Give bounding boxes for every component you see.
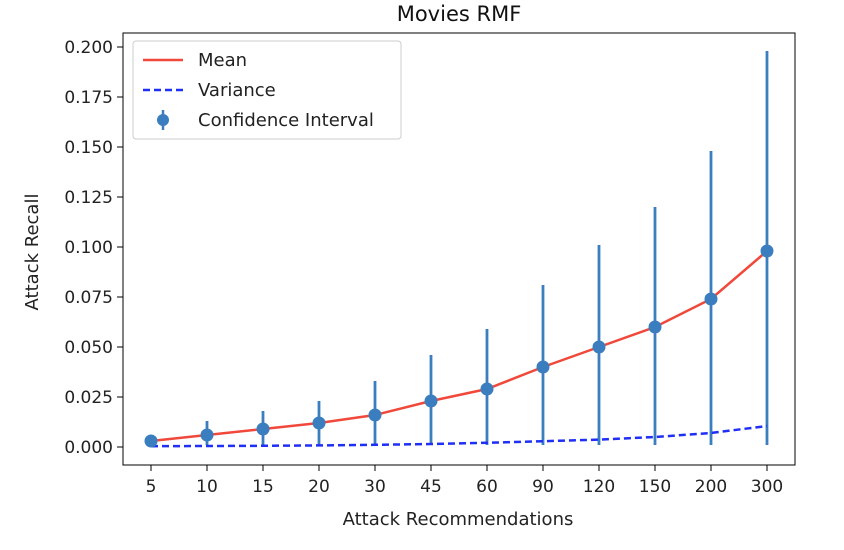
- plot-frame: [122, 32, 796, 466]
- y-axis: 0.000 0.025 0.050 0.075 0.100 0.125 0.150 0.175…: [64, 38, 123, 458]
- ci-marker: [480, 382, 494, 396]
- ci-marker: [704, 292, 718, 306]
- x-tick-label: 300: [751, 477, 783, 497]
- y-tick-label: 0.125: [64, 188, 113, 208]
- ci-marker: [592, 340, 606, 354]
- x-axis: 5 10 15 20 30 45 60 90 120 150 200 300: [146, 465, 783, 497]
- x-tick-label: 60: [476, 477, 498, 497]
- ci-marker: [312, 416, 326, 430]
- ci-marker: [200, 428, 214, 442]
- legend-ci-label: Confidence Interval: [198, 110, 374, 131]
- y-axis-label: Attack Recall: [22, 194, 43, 311]
- ci-marker: [144, 434, 158, 448]
- y-tick-label: 0.050: [64, 338, 113, 358]
- x-tick-label: 30: [364, 477, 386, 497]
- x-tick-label: 150: [639, 477, 671, 497]
- y-tick-label: 0.150: [64, 138, 113, 158]
- mean-line: [150, 250, 768, 443]
- legend-variance-label: Variance: [198, 80, 276, 101]
- legend: Mean Variance Confidence Interval: [132, 40, 402, 140]
- chart-title: Movies RMF: [397, 2, 522, 26]
- plot-area: [144, 51, 774, 448]
- y-tick-label: 0.025: [64, 388, 113, 408]
- y-tick-label: 0.175: [64, 88, 113, 108]
- ci-marker: [648, 320, 662, 334]
- x-tick-label: 10: [196, 477, 218, 497]
- ci-marker: [368, 408, 382, 422]
- y-tick-label: 0.000: [64, 438, 113, 458]
- variance-line: [150, 424, 768, 448]
- y-tick-label: 0.075: [64, 288, 113, 308]
- x-axis-label: Attack Recommendations: [343, 509, 574, 530]
- x-tick-label: 45: [420, 477, 442, 497]
- ci-marker: [536, 360, 550, 374]
- ci-marker: [424, 394, 438, 408]
- x-tick-label: 90: [532, 477, 554, 497]
- ci-marker: [760, 244, 774, 258]
- y-tick-label: 0.200: [64, 38, 113, 58]
- x-tick-label: 20: [308, 477, 330, 497]
- x-tick-label: 120: [583, 477, 615, 497]
- x-tick-label: 200: [695, 477, 727, 497]
- x-tick-label: 5: [146, 477, 157, 497]
- x-tick-label: 15: [252, 477, 274, 497]
- y-tick-label: 0.100: [64, 238, 113, 258]
- legend-mean-label: Mean: [198, 50, 247, 71]
- legend-box: [132, 40, 402, 140]
- ci-marker: [256, 422, 270, 436]
- legend-ci-marker-icon: [157, 114, 169, 126]
